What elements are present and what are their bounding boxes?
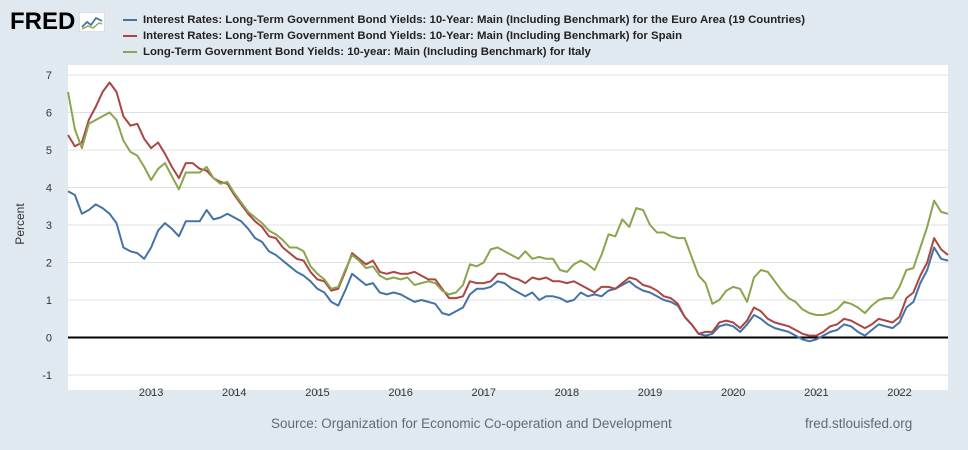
- fred-url[interactable]: fred.stlouisfed.org: [805, 416, 913, 431]
- x-tick-label: 2020: [721, 387, 745, 399]
- x-tick-label: 2018: [555, 387, 579, 399]
- source-note: Source: Organization for Economic Co-ope…: [271, 416, 672, 431]
- series-line-italy[interactable]: [67, 91, 949, 316]
- legend-item-euro-area[interactable]: Interest Rates: Long-Term Government Bon…: [123, 12, 805, 28]
- y-tick-label: 6: [46, 108, 52, 120]
- x-tick-label: 2014: [222, 387, 246, 399]
- y-tick-label: -1: [42, 370, 52, 382]
- series-lines: [67, 81, 949, 343]
- x-axis: 2013 2014 2015 2016 2017 2018 2019 2020 2021 2022: [139, 387, 912, 399]
- legend-label-italy: Long-Term Government Bond Yields: 10-yea…: [143, 46, 591, 58]
- x-tick-label: 2021: [804, 387, 828, 399]
- legend-label-spain: Interest Rates: Long-Term Government Bon…: [143, 30, 683, 42]
- x-tick-label: 2022: [887, 387, 911, 399]
- legend-item-italy[interactable]: Long-Term Government Bond Yields: 10-yea…: [123, 44, 805, 60]
- plot-area: [68, 65, 948, 390]
- y-tick-label: 7: [46, 70, 52, 82]
- legend-swatch-italy: [123, 51, 137, 53]
- y-tick-label: 2: [46, 258, 52, 270]
- fred-logo-text: FRED: [10, 8, 76, 35]
- legend-swatch-euro-area: [123, 19, 137, 21]
- fred-logo[interactable]: FRED: [10, 8, 106, 36]
- y-axis: -1 0 1 2 3 4 5 6 7: [42, 70, 52, 382]
- legend-swatch-spain: [123, 35, 137, 37]
- x-tick-label: 2017: [472, 387, 496, 399]
- legend-item-spain[interactable]: Interest Rates: Long-Term Government Bon…: [123, 28, 805, 44]
- chart-legend: Interest Rates: Long-Term Government Bon…: [123, 12, 805, 60]
- y-tick-label: 3: [46, 220, 52, 232]
- y-tick-label: 5: [46, 145, 52, 157]
- y-tick-label: 1: [46, 295, 52, 307]
- x-tick-label: 2015: [305, 387, 329, 399]
- y-axis-label: Percent: [13, 203, 27, 245]
- x-tick-label: 2019: [638, 387, 662, 399]
- y-tick-label: 4: [46, 183, 52, 195]
- y-tick-label: 0: [46, 333, 52, 345]
- x-tick-label: 2013: [139, 387, 163, 399]
- x-tick-label: 2016: [388, 387, 412, 399]
- gridlines: [68, 74, 948, 376]
- series-line-euro-area[interactable]: [67, 190, 949, 343]
- legend-label-euro-area: Interest Rates: Long-Term Government Bon…: [143, 14, 806, 26]
- fred-chart-icon: [79, 12, 106, 32]
